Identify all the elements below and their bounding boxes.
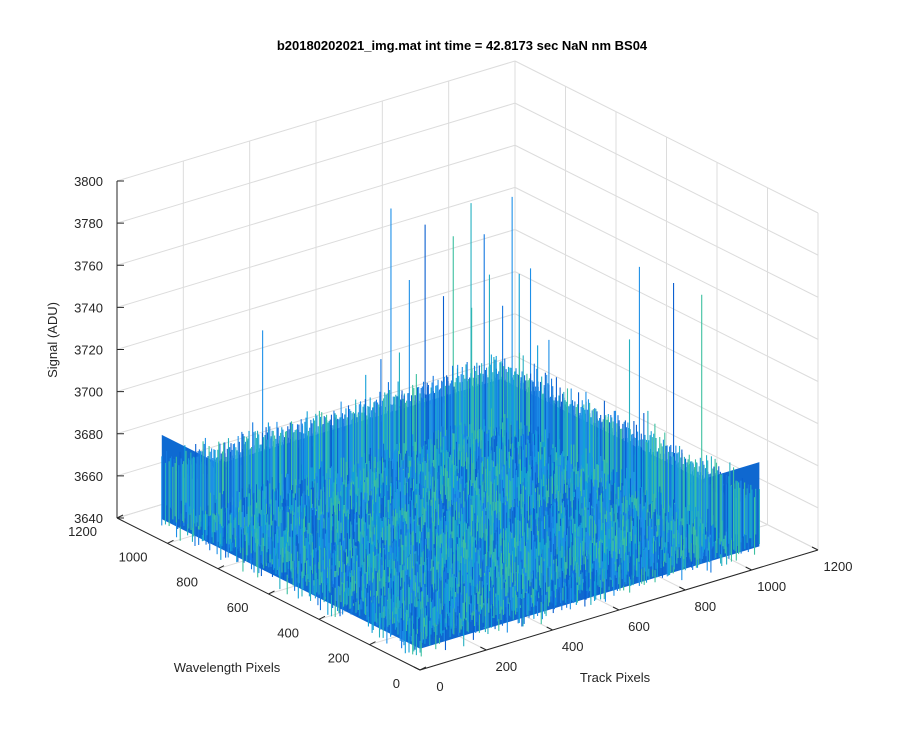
grid-line: [514, 229, 819, 382]
grid-line: [116, 313, 516, 435]
grid-line: [514, 186, 819, 340]
grid-line: [514, 313, 819, 467]
grid-line: [116, 186, 516, 308]
chart-title: b20180202021_img.mat int time = 42.8173 …: [277, 38, 648, 53]
grid-line: [514, 271, 819, 425]
grid-line: [514, 60, 819, 214]
grid-line: [116, 229, 516, 350]
grid-line: [514, 102, 819, 256]
grid-line: [116, 102, 516, 224]
grid-line: [116, 60, 516, 182]
surface-mesh: [161, 196, 760, 657]
grid-line: [116, 144, 516, 266]
grid-line: [514, 355, 819, 509]
grid-line: [116, 271, 516, 393]
grid-line: [514, 144, 819, 298]
